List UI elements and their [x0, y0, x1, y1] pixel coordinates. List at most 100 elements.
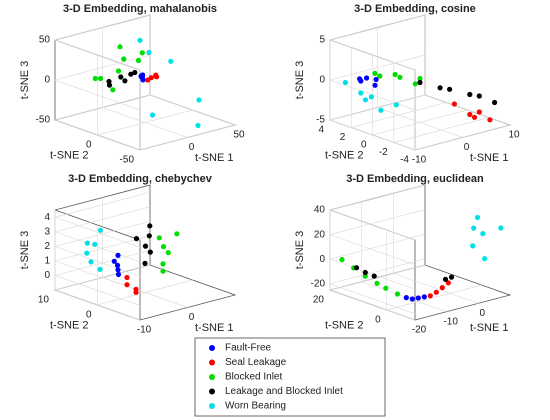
grid-line [53, 94, 151, 151]
grid-line [328, 94, 426, 151]
z-tick-label: -50 [36, 115, 51, 126]
point [88, 259, 94, 265]
point [362, 269, 368, 276]
grid-line [53, 235, 151, 292]
point [492, 99, 498, 106]
x-axis-label: t-SNE 1 [470, 152, 509, 164]
y-tick-label: 4 [318, 125, 324, 136]
point [110, 87, 116, 93]
point [358, 90, 364, 96]
point [160, 268, 166, 274]
point [106, 82, 113, 88]
y-axis-label: t-SNE 2 [50, 319, 89, 331]
point [118, 74, 124, 80]
point [442, 276, 449, 282]
point [84, 240, 90, 246]
point [377, 73, 383, 79]
z-tick-label: -20 [311, 278, 326, 289]
point [146, 233, 152, 239]
grid-line [149, 15, 236, 126]
point [383, 285, 389, 291]
point [153, 73, 159, 79]
y-tick-label: -2 [379, 147, 388, 158]
point [471, 114, 478, 120]
grid-line [53, 14, 151, 71]
legend-label: Blocked Inlet [225, 372, 282, 383]
z-axis-label: t-SNE 3 [294, 61, 306, 100]
z-tick-label: 5 [319, 35, 325, 46]
point [92, 75, 98, 82]
point [433, 289, 439, 295]
grid-line [386, 230, 482, 311]
x-tick-label: -10 [412, 155, 427, 166]
point [140, 72, 146, 78]
chart-title: 3-D Embedding, chebychev [68, 173, 213, 185]
grid-line [53, 191, 151, 248]
point [403, 295, 409, 301]
point [165, 250, 171, 256]
point [362, 273, 368, 279]
point [362, 97, 369, 103]
point [427, 293, 433, 299]
x-tick-label: -20 [412, 325, 427, 336]
point [195, 122, 201, 129]
z-tick-label: 40 [314, 205, 326, 216]
x-tick-label: 10 [508, 130, 520, 141]
grid-line [102, 27, 188, 138]
grid-line [97, 225, 193, 306]
legend-box [194, 337, 386, 417]
point [417, 75, 423, 82]
point [174, 231, 180, 237]
point [115, 68, 122, 74]
point [371, 273, 377, 279]
point [147, 249, 153, 255]
legend-marker [209, 388, 215, 395]
grid-line [424, 15, 511, 126]
grid-line [328, 184, 426, 241]
point [137, 37, 143, 43]
point [111, 258, 117, 264]
point [476, 93, 482, 99]
point [117, 44, 123, 50]
chart-title: 3-D Embedding, cosine [354, 3, 476, 15]
point [467, 111, 473, 118]
point [476, 109, 482, 115]
z-tick-label: 0 [44, 75, 50, 86]
point [357, 76, 363, 82]
point [160, 261, 166, 267]
z-tick-label: 0 [319, 254, 325, 265]
point [439, 285, 445, 291]
grid-line [329, 210, 426, 291]
point [397, 74, 403, 80]
point [121, 56, 127, 62]
point [133, 236, 140, 242]
y-tick-label: 0 [86, 310, 92, 321]
x-axis-label: t-SNE 1 [470, 322, 509, 334]
point [97, 227, 104, 233]
side-wall [54, 209, 141, 320]
point [421, 294, 427, 300]
point [145, 77, 151, 83]
point [146, 49, 152, 56]
z-tick-label: 0 [44, 270, 50, 281]
y-tick-label: -4 [400, 155, 409, 166]
grid-line [414, 70, 511, 151]
point [342, 79, 348, 86]
point [474, 214, 481, 221]
legend-marker [209, 403, 215, 409]
x-tick-label: 0 [480, 308, 486, 319]
point [372, 82, 378, 88]
point [394, 291, 401, 297]
point [92, 241, 98, 247]
y-tick-label: 0 [86, 140, 92, 151]
point [412, 81, 418, 87]
x-tick-label: -10 [443, 316, 458, 327]
grid-line [392, 193, 479, 304]
point [373, 76, 379, 83]
y-tick-label: 20 [313, 295, 325, 306]
point [142, 243, 149, 249]
point [149, 112, 156, 118]
point [498, 225, 504, 231]
point [115, 267, 121, 273]
point [124, 274, 130, 281]
